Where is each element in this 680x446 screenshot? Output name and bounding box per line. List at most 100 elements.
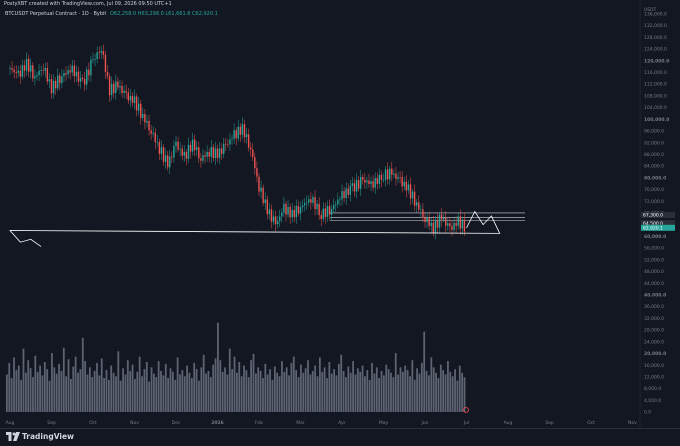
volume-bar [221,371,224,412]
candle-body [399,176,401,178]
candle-body [90,60,92,76]
volume-bar [463,377,466,412]
candle-body [140,103,142,118]
candle-body [268,209,271,215]
price-tag-label: 64,500.0 [643,221,663,227]
volume-bar [81,337,84,412]
candle-body [243,124,246,138]
volume-bar [193,362,196,412]
volume-bar [425,370,428,412]
candle-body [432,222,434,233]
candle-body [326,205,329,217]
volume-bar [160,370,162,412]
candle-body [463,219,466,232]
volume-bar [302,372,305,412]
volume-bar [179,374,181,412]
candle-body [416,202,418,206]
candle-body [235,130,237,139]
candle-body [254,157,256,169]
volume-bar [115,376,117,412]
y-tick-label: 72,000.0 [644,199,664,205]
volume-bar [55,373,58,412]
y-tick-label: 32,000.0 [644,316,664,322]
candle-body [137,103,140,111]
volume-bar [150,367,153,412]
volume-bar [219,360,222,412]
volume-bar [269,369,271,412]
volume-bar [330,373,333,412]
candle-body [183,152,185,156]
candle-body [46,67,49,82]
volume-bar [292,356,295,412]
candle-body [77,71,80,82]
candle-body [245,134,248,138]
candle-body [449,223,451,227]
candle-body [98,52,100,53]
candle-body [50,79,53,94]
ohlc-values: O62,258.0 H63,298.0 L61,661.8 C62,920.1 [109,11,218,17]
candle-body [442,217,445,220]
x-tick-label: Feb [255,420,263,426]
candle-body [61,76,63,84]
candle-body [73,65,76,77]
candle-body [312,197,314,203]
price-tag-label: 62,920.1 [643,225,663,231]
volume-bar [435,372,437,412]
volume-bar [181,370,184,412]
volume-bar [385,364,388,412]
candle-body [324,208,327,217]
volume-bar [285,367,288,412]
volume-bar [41,375,44,412]
candle-body [397,176,399,179]
price-tag-bg [641,220,675,227]
volume-bar [420,362,423,412]
symbol-legend[interactable]: BTCUSDT Perpetual Contract · 1D · Bybit … [5,11,218,17]
candle-body [372,181,374,188]
symbol-name[interactable]: BTCUSDT Perpetual Contract · 1D · Bybit [5,11,107,17]
volume-bar [349,372,352,412]
volume-bar [141,376,143,412]
candle-body [206,151,208,157]
candle-body [389,168,391,180]
volume-bar [361,365,364,412]
candle-body [38,70,40,75]
volume-bar [131,364,134,412]
volume-bar [157,361,160,412]
candle-body [260,187,262,192]
volume-bar [304,368,307,412]
candle-body [285,203,287,215]
candle-body [79,77,82,82]
candle-body [23,65,26,71]
candle-body [401,177,403,187]
candle-body [154,132,156,143]
volume-bar [390,372,392,412]
candle-body [102,51,105,55]
candle-body [368,180,370,185]
volume-bar [418,373,421,412]
x-tick-label: 2026 [211,420,224,426]
candle-body [395,173,397,179]
candle-body [405,181,408,191]
volume-bar [383,375,385,412]
volume-bar [217,322,219,412]
volume-bar [8,362,11,412]
candle-body [216,148,219,158]
candle-body [131,95,134,103]
candle-body [9,68,11,69]
candle-body [276,220,279,225]
candle-body [96,52,98,60]
y-tick-label: 76,000.0 [644,187,664,193]
candle-body [314,197,316,210]
x-tick-label: Aug [6,420,15,426]
candle-body [364,179,366,183]
volume-bar [138,356,141,412]
candle-body [40,70,42,71]
volume-bar [122,368,124,412]
volume-bar [176,357,179,412]
candle-body [144,113,146,123]
volume-bar [107,379,110,412]
volume-bar [29,368,32,412]
candle-body [239,126,242,135]
